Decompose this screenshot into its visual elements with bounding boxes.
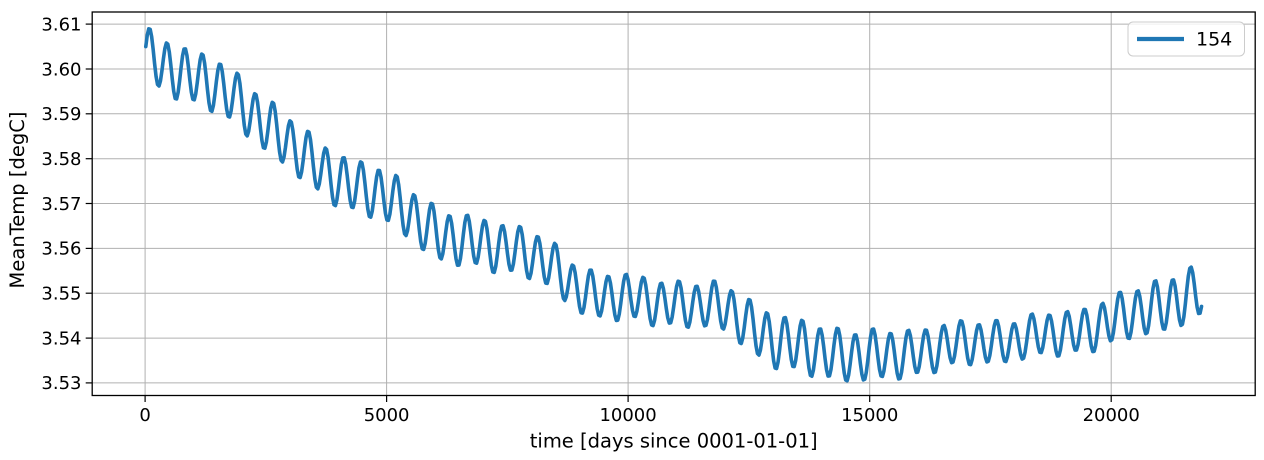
x-tick-label: 5000 [364, 405, 410, 426]
legend: 154 [1127, 21, 1245, 57]
x-axis-label: time [days since 0001-01-01] [530, 430, 818, 453]
y-tick-label: 3.56 [41, 239, 81, 260]
x-tick-label: 10000 [599, 405, 656, 426]
y-tick-label: 3.59 [41, 104, 81, 125]
x-tick-label: 20000 [1083, 405, 1140, 426]
x-tick-label: 0 [139, 405, 150, 426]
y-tick-label: 3.57 [41, 194, 81, 215]
y-tick-label: 3.54 [41, 328, 81, 349]
y-tick-label: 3.55 [41, 284, 81, 305]
axis-tick-labels: 0 5000 10000 15000 20000 3.53 3.54 3.55 3.56 3.57… [41, 14, 1139, 426]
y-tick-label: 3.60 [41, 59, 81, 80]
y-axis-label: MeanTemp [degC] [6, 112, 29, 289]
y-tick-label: 3.53 [41, 373, 81, 394]
temperature-series-line [143, 27, 1204, 383]
x-tick-label: 15000 [841, 405, 898, 426]
y-tick-label: 3.58 [41, 149, 81, 170]
axis-ticks [85, 23, 1112, 402]
legend-box [1127, 21, 1245, 57]
legend-label: 154 [1196, 29, 1232, 51]
y-tick-label: 3.61 [41, 14, 81, 35]
